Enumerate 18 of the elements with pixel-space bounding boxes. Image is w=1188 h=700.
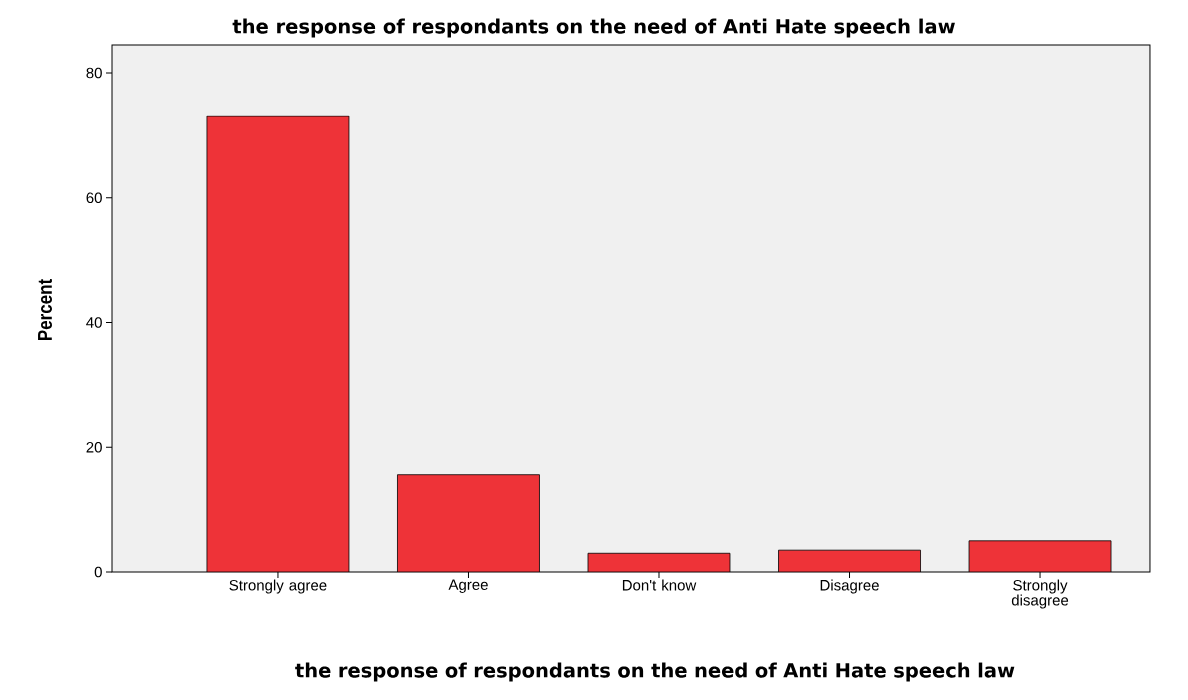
y-tick-label: 40 bbox=[86, 317, 102, 328]
y-tick-label: 60 bbox=[86, 192, 102, 204]
chart-title: the response of respondants on the need of Anti Hate speech law bbox=[232, 18, 955, 38]
y-tick-label: 80 bbox=[86, 67, 102, 79]
bar bbox=[587, 553, 730, 572]
x-tick-label: Strongly disagree bbox=[1011, 579, 1069, 609]
y-tick-label: 20 bbox=[86, 441, 102, 453]
y-axis-title: Percent bbox=[38, 279, 52, 341]
x-tick-label: Don't know bbox=[622, 579, 697, 591]
x-axis-title: the response of respondants on the need of Anti Hate speech law bbox=[295, 662, 1015, 682]
bar bbox=[968, 540, 1112, 572]
x-tick-label: Strongly agree bbox=[229, 579, 327, 594]
x-tick-label: Agree bbox=[448, 579, 488, 593]
bar bbox=[778, 549, 921, 572]
x-tick-label: Disagree bbox=[820, 579, 879, 594]
y-tick-label: 0 bbox=[94, 566, 102, 578]
bar bbox=[206, 115, 350, 572]
bar bbox=[397, 474, 540, 572]
